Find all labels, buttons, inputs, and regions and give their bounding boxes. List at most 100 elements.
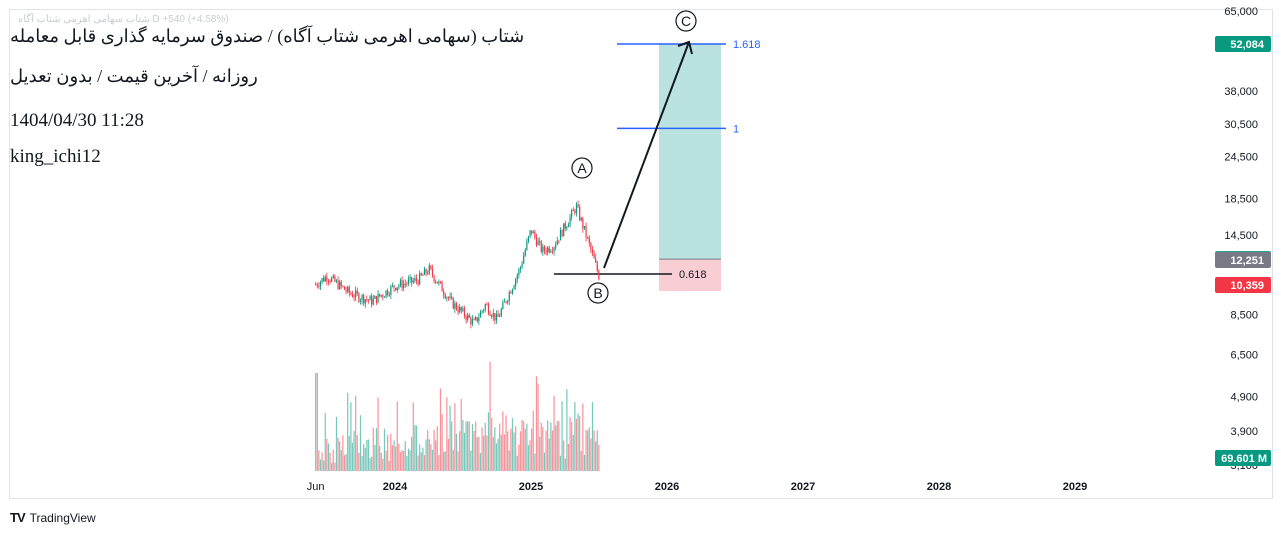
volume-bar: [534, 453, 536, 471]
candle-body: [582, 218, 584, 229]
candle-body: [476, 317, 478, 322]
candle-body: [566, 226, 568, 229]
volume-bar: [348, 435, 350, 471]
candle-body: [527, 236, 530, 242]
price-badge-label: 12,251: [1230, 255, 1264, 267]
candle-body: [401, 280, 403, 289]
volume-bar: [369, 458, 371, 471]
candle-body: [463, 308, 466, 317]
candle-body: [326, 276, 328, 281]
candle-body: [561, 230, 563, 237]
volume-bar: [377, 397, 379, 471]
volume-bar: [347, 392, 349, 471]
candle-body: [331, 277, 333, 282]
candle-body: [508, 292, 510, 301]
volume-bar: [561, 401, 563, 471]
volume-bar: [598, 444, 600, 471]
x-tick-label: Jun: [307, 481, 325, 493]
candle-body: [583, 226, 586, 229]
candle-body: [526, 241, 528, 250]
volume-bar: [475, 421, 477, 471]
volume-bar: [345, 454, 347, 471]
volume-bar: [569, 417, 571, 471]
candle-body: [569, 216, 571, 225]
candle-body: [433, 275, 435, 282]
candle-body: [577, 204, 579, 208]
volume-bar: [391, 445, 394, 471]
candle-body: [484, 304, 486, 310]
volume-bar: [527, 445, 530, 471]
candle-body: [417, 281, 419, 285]
volume-bar: [363, 443, 365, 471]
candle-body: [587, 237, 589, 239]
volume-bar: [447, 438, 450, 471]
candle-body: [468, 314, 470, 318]
candle-body: [366, 299, 368, 301]
volume-bar: [393, 440, 395, 471]
volume-bar: [551, 430, 554, 471]
candle-body: [385, 290, 387, 297]
volume-bar: [318, 450, 320, 471]
wave-label: A: [577, 160, 587, 176]
candle-body: [403, 283, 405, 289]
candle-body: [500, 309, 502, 316]
candle-body: [340, 281, 342, 286]
candle-body: [473, 319, 475, 321]
y-tick-label: 24,500: [1224, 152, 1258, 164]
candle-body: [361, 295, 363, 301]
candle-body: [438, 281, 440, 284]
wave-arrow-head: [677, 40, 693, 55]
volume-bar: [543, 452, 546, 471]
volume-bar: [430, 444, 432, 471]
volume-bar: [329, 452, 331, 471]
volume-bar: [382, 458, 384, 471]
volume-bar: [502, 411, 504, 471]
volume-bar: [353, 431, 355, 471]
candle-body: [398, 285, 400, 288]
volume-bar: [387, 434, 389, 471]
wave-label-circle: [571, 157, 593, 179]
candle-body: [374, 295, 376, 299]
volume-bar: [558, 421, 560, 471]
volume-bar: [526, 423, 528, 471]
candle-body: [431, 268, 434, 276]
volume-bar: [590, 438, 592, 471]
volume-bar: [503, 434, 506, 471]
y-tick-label: 6,500: [1230, 350, 1258, 362]
volume-bar: [532, 410, 534, 471]
volume-bar: [428, 439, 430, 471]
candle-body: [446, 297, 448, 299]
tradingview-brand[interactable]: TV TradingView: [10, 510, 96, 525]
volume-bar: [358, 452, 360, 471]
volume-bar: [460, 398, 462, 471]
y-tick-label: 8,500: [1230, 310, 1258, 322]
chart-author: king_ichi12: [10, 146, 101, 167]
volume-bar: [519, 431, 522, 471]
candle-body: [415, 278, 418, 282]
fib-level-label: 0.618: [679, 269, 707, 281]
volume-bar: [423, 455, 426, 471]
volume-bar: [398, 443, 400, 471]
candle-body: [327, 280, 330, 282]
candle-body: [452, 298, 454, 309]
price-badge-label: 52,084: [1230, 39, 1265, 51]
candle-body: [511, 289, 514, 294]
candle-body: [559, 230, 562, 241]
candle-body: [596, 262, 598, 271]
candle-body: [494, 312, 496, 321]
candle-body: [444, 294, 446, 299]
volume-bar: [441, 413, 443, 471]
candle-body: [319, 281, 322, 287]
volume-bar: [438, 455, 440, 471]
volume-bar: [367, 439, 370, 471]
candle-body: [363, 295, 365, 304]
volume-bar: [545, 430, 547, 471]
volume-bar: [481, 427, 483, 471]
volume-bar: [516, 455, 518, 471]
candle-body: [414, 278, 416, 281]
volume-bar: [407, 448, 410, 471]
candle-body: [372, 298, 374, 305]
candle-body: [524, 249, 526, 256]
candle-body: [459, 307, 461, 313]
